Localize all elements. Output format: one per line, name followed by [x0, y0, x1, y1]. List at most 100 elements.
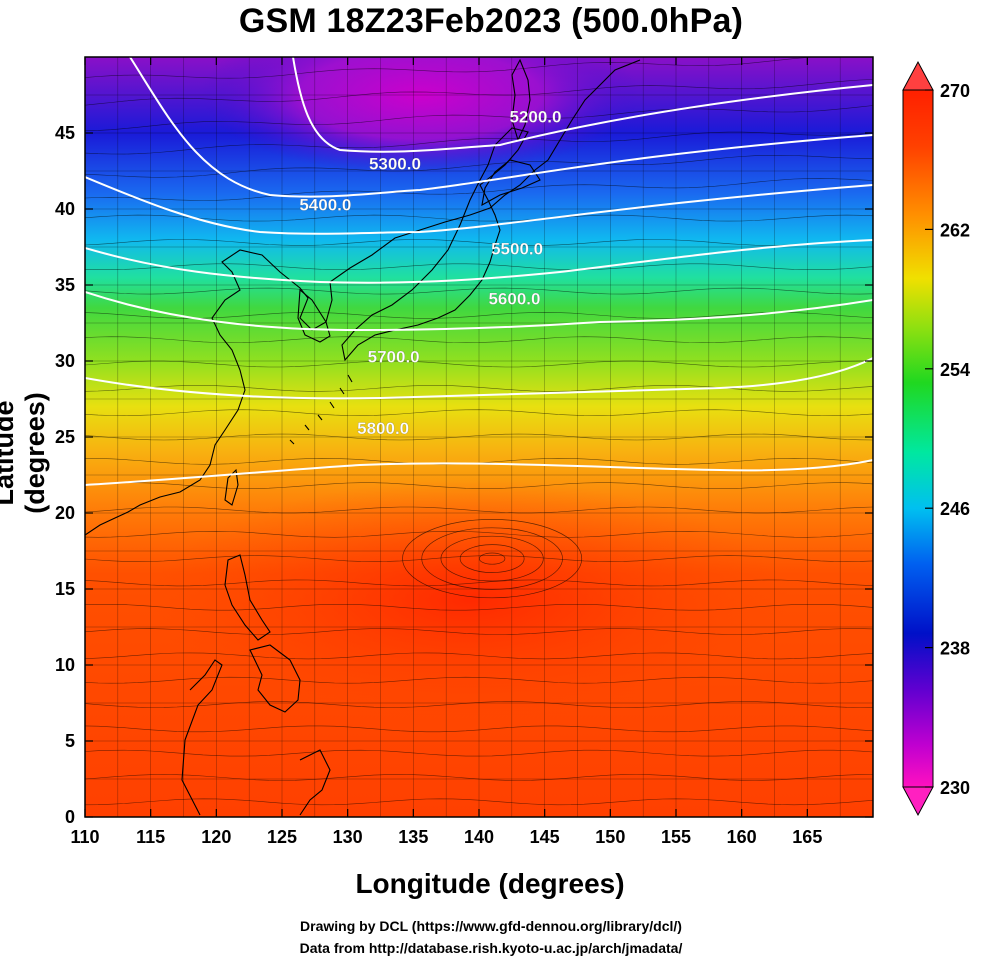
streamline: [85, 725, 873, 733]
x-tick-label: 125: [267, 827, 297, 847]
mindanao-coast: [249, 644, 301, 713]
hokkaido-coast: [481, 159, 541, 207]
streamline: [85, 749, 873, 757]
colorbar-ticks: 230 238 246 254 262 270: [925, 81, 970, 798]
y-tick-label: 5: [65, 731, 75, 751]
colorbar-tick-label: 270: [940, 81, 970, 101]
streamline: [85, 131, 873, 155]
colorbar-scale: [902, 89, 934, 788]
contour-label: 5700.0: [368, 347, 420, 366]
x-tick-label: 150: [595, 827, 625, 847]
x-axis-ticks: 110 115 120 125 130 135 140 145 150 155 160 165: [70, 57, 822, 847]
contour-label: 5400.0: [299, 195, 351, 214]
sulawesi-coast: [299, 749, 331, 816]
borneo-coast: [181, 659, 223, 816]
streamline: [85, 263, 873, 270]
contour-label: 5600.0: [488, 290, 540, 309]
colorbar-bottom-arrow: [902, 786, 934, 817]
contour-label: 5500.0: [491, 240, 543, 259]
colorbar-tick-label: 238: [940, 639, 970, 659]
temperature-field: 5200.0 5300.0 5400.0 5500.0 5600.0 5700.0 5800…: [85, 57, 873, 817]
circulation-streamline: [402, 519, 583, 599]
colorbar-tick-label: 254: [940, 360, 970, 380]
contour-5600: [85, 291, 873, 332]
x-axis-label: Longitude (degrees): [355, 868, 625, 899]
streamline: [85, 312, 873, 319]
y-tick-label: 0: [65, 807, 75, 827]
streamline: [85, 79, 873, 106]
contour-5200: [292, 57, 873, 153]
circulation-streamline: [421, 527, 563, 590]
luzon-coast: [224, 554, 271, 641]
warm-core-shading: [150, 480, 790, 720]
geopotential-contours: [85, 57, 873, 486]
grid-lines: [85, 57, 873, 817]
map-title: GSM 18Z23Feb2023 (500.0hPa): [238, 2, 744, 40]
y-tick-label: 25: [55, 427, 75, 447]
streamline: [85, 774, 873, 781]
contour-labels: 5200.0 5300.0 5400.0 5500.0 5600.0 5700.0 5800…: [299, 107, 562, 438]
streamline: [85, 579, 873, 587]
circulation-streamline: [440, 535, 544, 582]
contour-5400: [85, 176, 873, 235]
y-tick-label: 10: [55, 655, 75, 675]
streamline: [85, 360, 873, 368]
x-tick-label: 120: [201, 827, 231, 847]
drawing-credit: Drawing by DCL (https://www.gfd-dennou.o…: [300, 918, 682, 934]
streamline: [85, 214, 873, 222]
y-tick-label: 15: [55, 579, 75, 599]
streamline: [85, 676, 873, 684]
streamline: [85, 652, 873, 660]
y-tick-label: 20: [55, 503, 75, 523]
streamline: [85, 409, 873, 417]
y-tick-label: 35: [55, 275, 75, 295]
korea-coast: [297, 288, 331, 343]
japan-coast: [341, 127, 529, 362]
streamline: [85, 798, 873, 806]
x-tick-label: 110: [70, 827, 99, 847]
x-tick-label: 130: [333, 827, 363, 847]
contour-label: 5800.0: [357, 419, 409, 438]
x-tick-label: 135: [398, 827, 428, 847]
x-tick-label: 140: [464, 827, 494, 847]
contour-5700: [85, 357, 873, 400]
contour-5800: [85, 459, 873, 486]
streamline: [85, 482, 873, 489]
colorbar-tick-label: 246: [940, 499, 970, 519]
streamline: [85, 155, 873, 178]
colorbar: 230 238 246 254 262 270: [902, 60, 970, 817]
x-tick-label: 145: [530, 827, 560, 847]
x-tick-label: 160: [727, 827, 757, 847]
streamline: [85, 555, 873, 562]
taiwan-coast: [224, 468, 239, 506]
streamline: [85, 385, 873, 392]
y-tick-label: 30: [55, 351, 75, 371]
streamline: [85, 433, 873, 441]
colorbar-tick-label: 230: [940, 778, 970, 798]
colorbar-tick-label: 262: [940, 220, 970, 240]
streamline: [85, 628, 873, 635]
streamline: [85, 604, 873, 611]
y-tick-label: 45: [55, 123, 75, 143]
contour-label: 5300.0: [369, 154, 421, 173]
streamline: [85, 287, 873, 295]
y-axis-label: Latitude (degrees): [0, 392, 50, 514]
contour-label: 5200.0: [509, 107, 561, 126]
streamline: [85, 506, 873, 514]
y-tick-label: 40: [55, 199, 75, 219]
x-tick-label: 155: [661, 827, 691, 847]
data-credit: Data from http://database.rish.kyoto-u.a…: [299, 940, 683, 956]
streamline: [85, 336, 873, 344]
streamline: [85, 530, 873, 538]
contour-5500: [85, 239, 873, 284]
x-tick-label: 165: [792, 827, 822, 847]
wind-streamlines: [85, 57, 873, 806]
circulation-streamline: [478, 552, 506, 565]
cold-core-shading: [200, 57, 640, 175]
contour-5300: [129, 57, 873, 198]
colorbar-top-arrow: [902, 60, 934, 91]
x-tick-label: 115: [136, 827, 165, 847]
streamline: [85, 178, 873, 201]
streamline: [85, 239, 873, 246]
